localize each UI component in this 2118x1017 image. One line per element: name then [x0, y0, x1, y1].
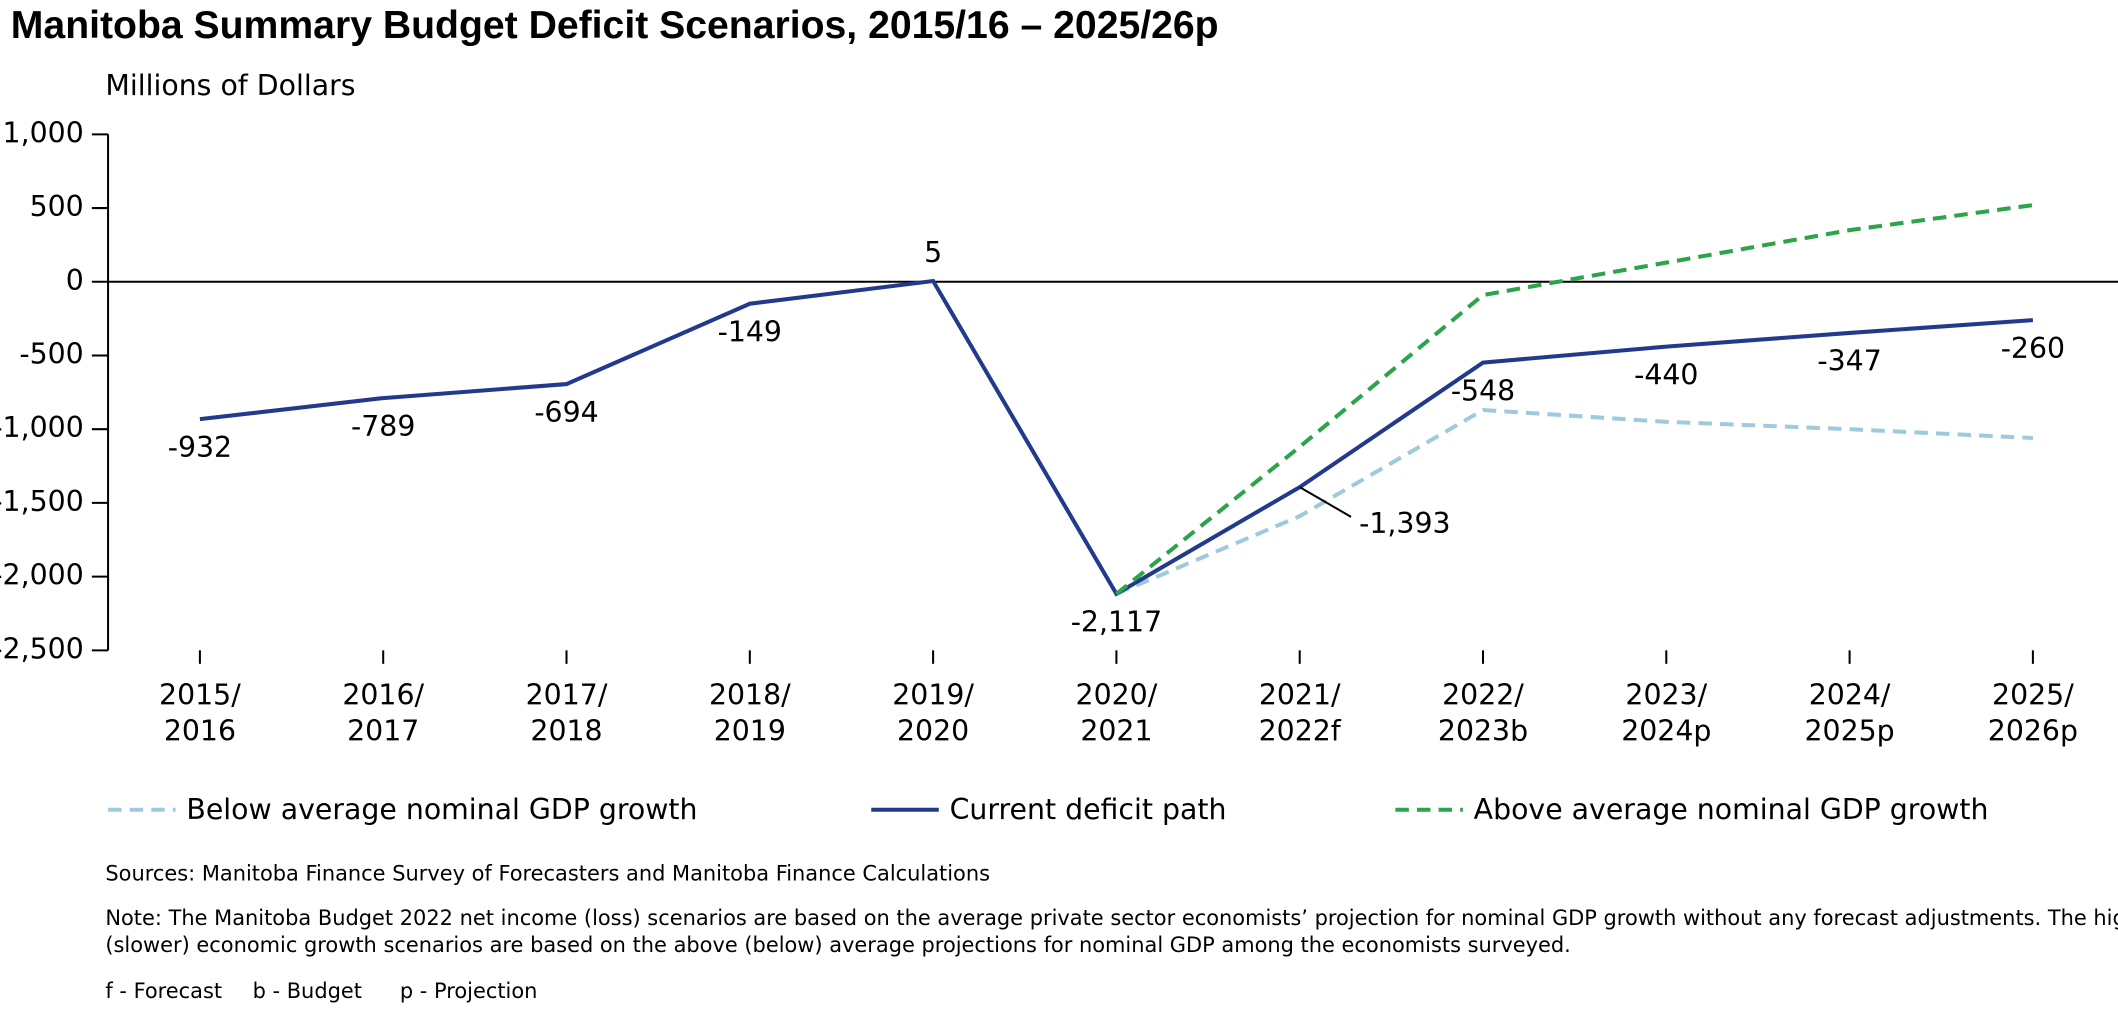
chart-title: Manitoba Summary Budget Deficit Scenario…	[11, 4, 1219, 47]
leader-line	[1299, 486, 1352, 518]
abbreviation: f - Forecast	[105, 979, 222, 1003]
series-line	[1115, 407, 2033, 596]
x-tick-label: 2019/	[892, 678, 974, 711]
x-tick-label: 2020/	[1076, 678, 1158, 711]
y-tick-label: -2,000	[0, 559, 84, 592]
data-label: -694	[534, 396, 598, 429]
data-label: -347	[1817, 345, 1881, 378]
note-line: (slower) economic growth scenarios are b…	[105, 933, 1570, 957]
x-tick-label: 2021	[1080, 715, 1152, 748]
data-label: -1,393	[1359, 507, 1450, 540]
abbreviation: p - Projection	[400, 979, 538, 1003]
legend-label: Current deficit path	[950, 793, 1227, 826]
data-label: -932	[168, 431, 232, 464]
series-line	[1115, 203, 2034, 596]
x-tick-label: 2022f	[1259, 715, 1342, 748]
x-tick-label: 2021/	[1259, 678, 1341, 711]
y-axis-label: Millions of Dollars	[105, 69, 355, 102]
data-label: -2,117	[1071, 606, 1162, 639]
data-label: -440	[1634, 358, 1698, 391]
x-tick-label: 2019	[714, 715, 786, 748]
x-tick-label: 2016	[164, 715, 236, 748]
data-label: -789	[351, 410, 415, 443]
x-tick-label: 2023/	[1625, 678, 1707, 711]
y-tick-label: 0	[66, 264, 84, 297]
x-tick-label: 2024/	[1809, 678, 1891, 711]
x-tick-label: 2020	[897, 715, 969, 748]
series-line	[199, 278, 2034, 597]
data-label: -260	[2001, 332, 2065, 365]
x-tick-label: 2025/	[1992, 678, 2074, 711]
y-tick-label: 1,000	[3, 116, 84, 149]
x-tick-label: 2016/	[342, 678, 424, 711]
x-tick-label: 2025p	[1805, 715, 1895, 748]
x-tick-label: 2023b	[1438, 715, 1528, 748]
x-tick-label: 2015/	[159, 678, 241, 711]
x-tick-label: 2018	[530, 715, 602, 748]
y-tick-label: -500	[19, 337, 83, 370]
note-line: Note: The Manitoba Budget 2022 net incom…	[105, 906, 2118, 930]
legend-label: Above average nominal GDP growth	[1474, 793, 1989, 826]
abbreviation: b - Budget	[253, 979, 362, 1003]
x-tick-label: 2026p	[1988, 715, 2078, 748]
data-label: -548	[1451, 374, 1515, 407]
x-tick-label: 2024p	[1621, 715, 1711, 748]
y-tick-label: -1,500	[0, 485, 84, 518]
data-label: -149	[718, 315, 782, 348]
y-tick-label: -1,000	[0, 411, 84, 444]
x-tick-label: 2017	[347, 715, 419, 748]
data-label: 5	[924, 236, 942, 269]
x-tick-label: 2018/	[709, 678, 791, 711]
y-tick-label: 500	[30, 190, 84, 223]
y-tick-label: -2,500	[0, 632, 84, 665]
legend-label: Below average nominal GDP growth	[186, 793, 697, 826]
sources: Sources: Manitoba Finance Survey of Fore…	[105, 862, 990, 886]
x-tick-label: 2017/	[526, 678, 608, 711]
x-tick-label: 2022/	[1442, 678, 1524, 711]
